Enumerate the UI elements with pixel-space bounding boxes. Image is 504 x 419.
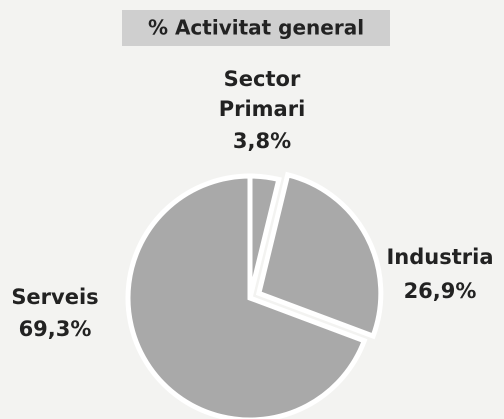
slice-label: Sector Primari — [219, 67, 306, 121]
slice-label: Serveis — [11, 285, 98, 309]
value-label: 69,3% — [19, 317, 92, 341]
pie-slice — [125, 173, 368, 419]
slice-label: Industria — [386, 245, 493, 269]
title-banner — [122, 10, 390, 46]
chart-title: % Activitat general — [148, 16, 364, 40]
value-label: 26,9% — [404, 279, 477, 303]
pie-slice — [255, 171, 384, 340]
value-label: 3,8% — [233, 129, 291, 153]
